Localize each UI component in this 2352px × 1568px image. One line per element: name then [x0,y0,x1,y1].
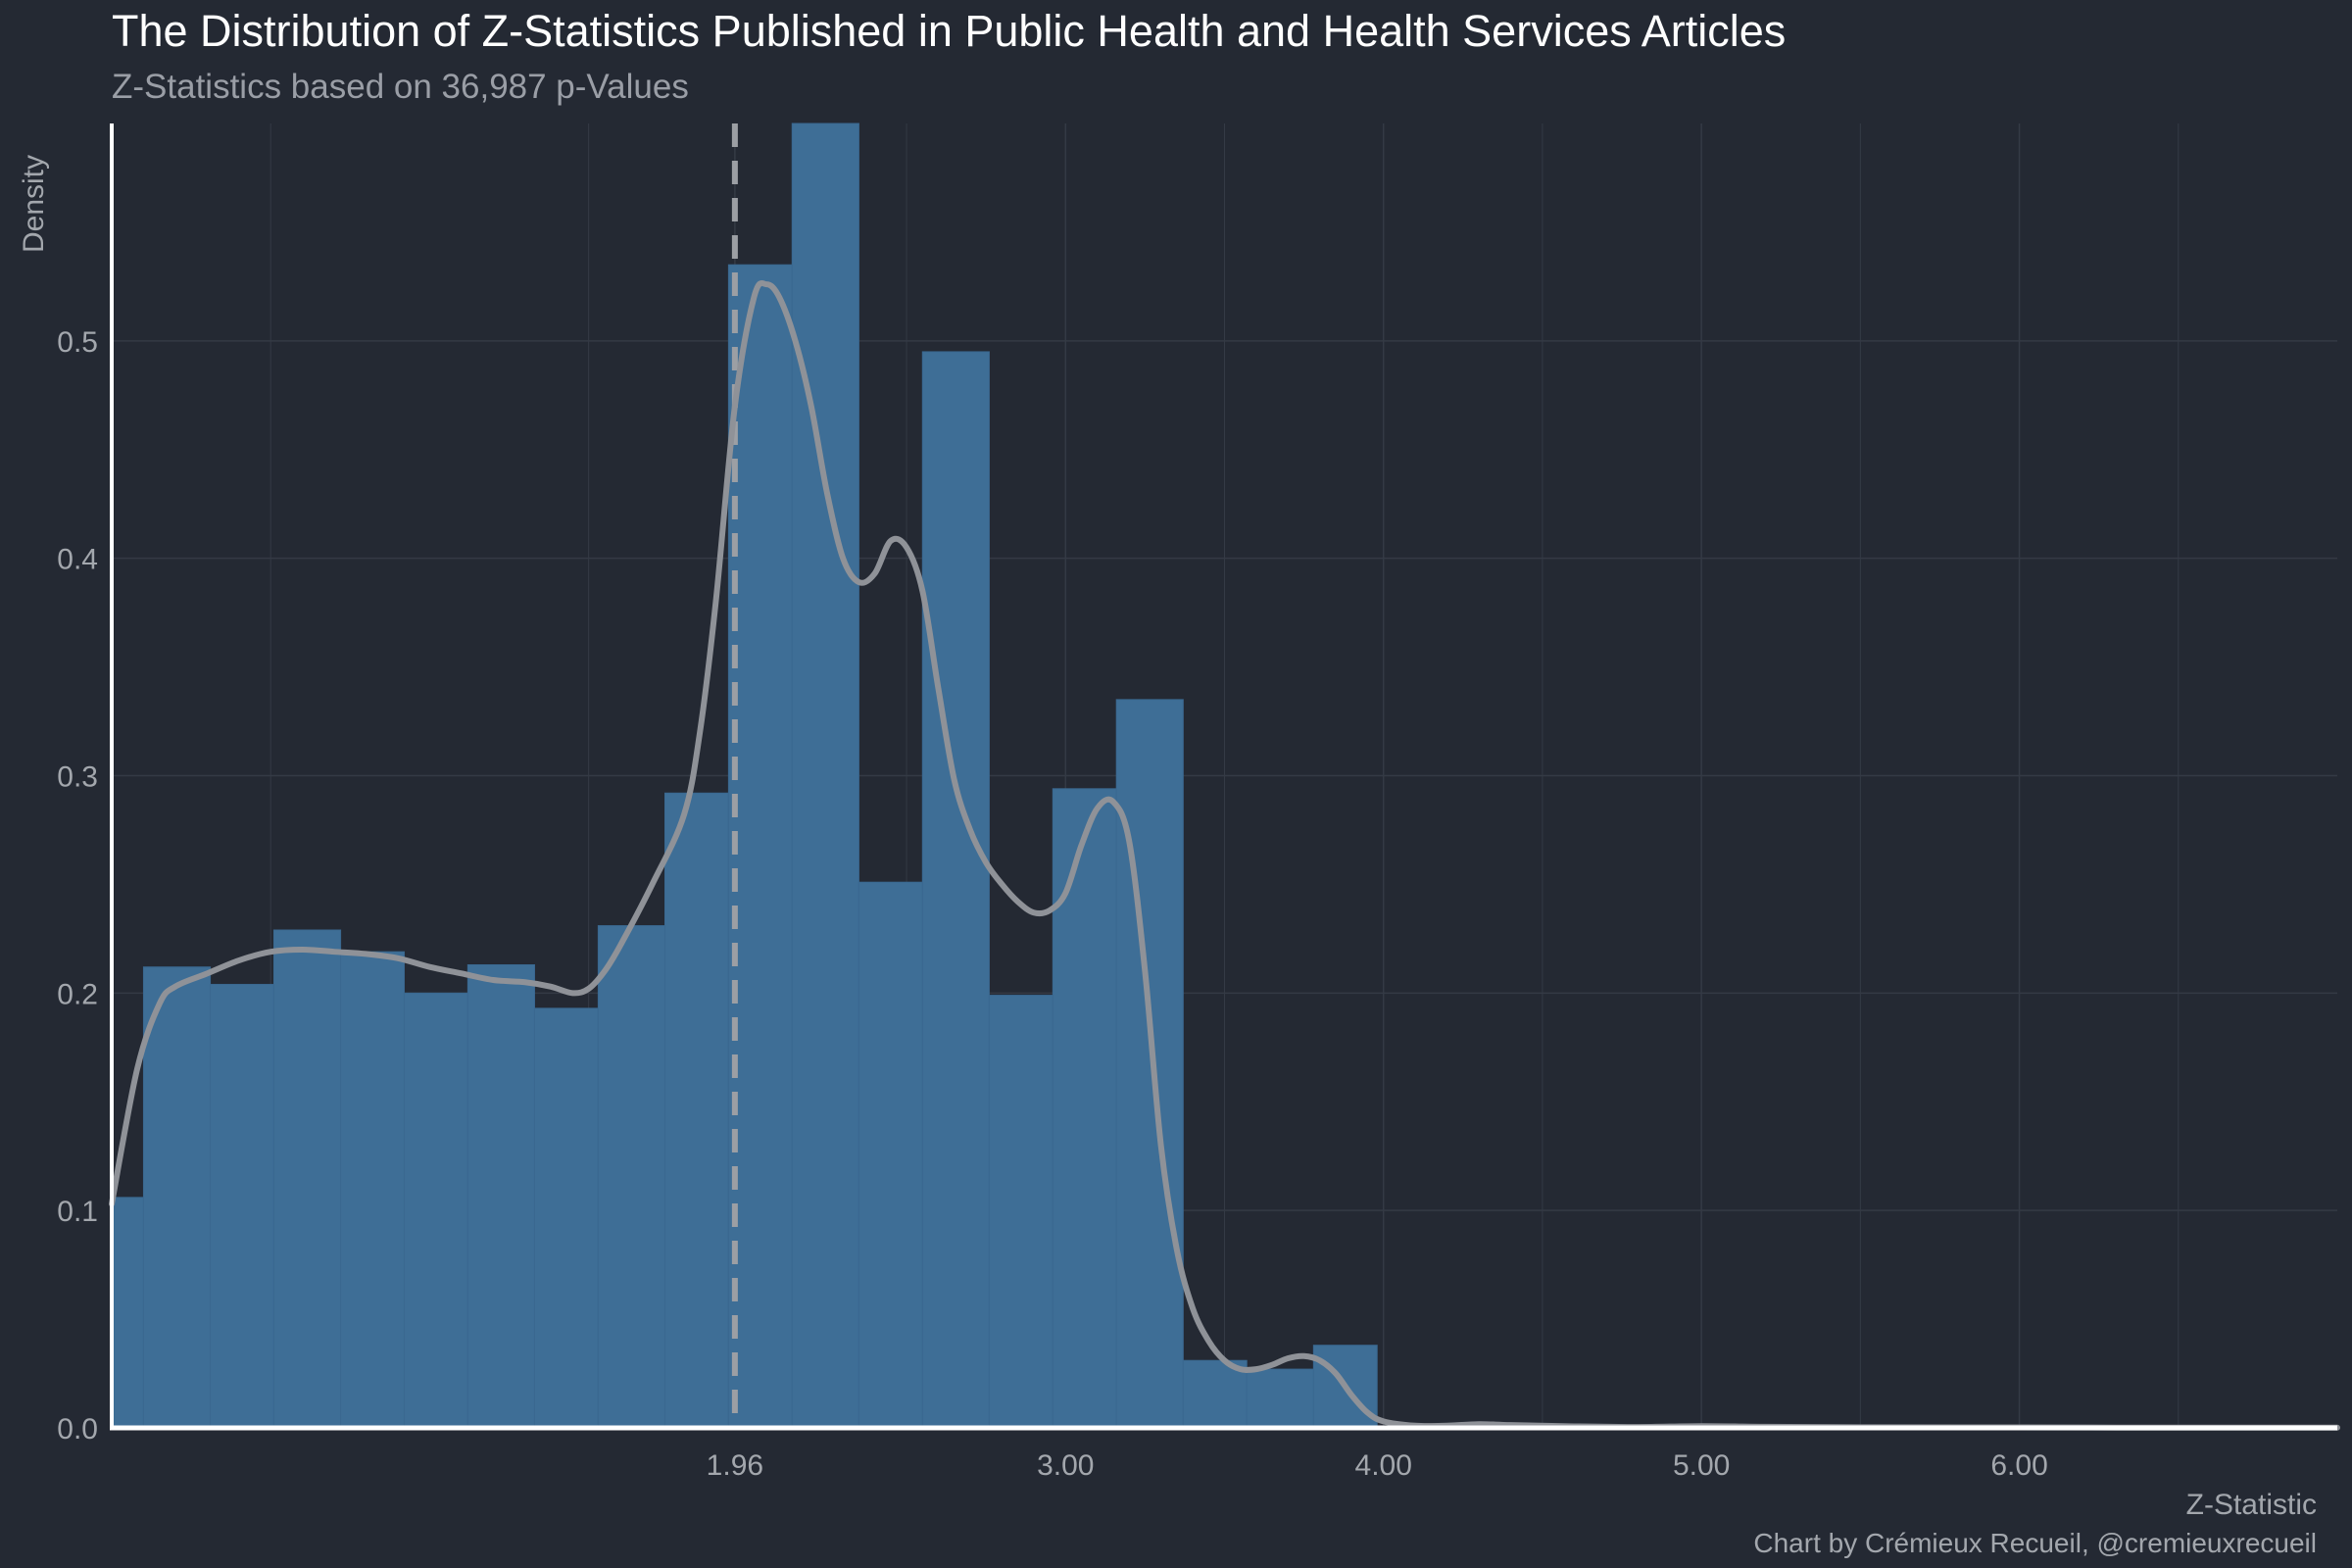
x-tick-label: 5.00 [1673,1449,1730,1482]
histogram-bar [1246,1368,1314,1429]
y-tick-label: 0.2 [57,978,98,1010]
histogram-bars [111,122,1378,1429]
x-tick-label: 3.00 [1037,1449,1094,1482]
x-axis-title: Z-Statistic [2186,1489,2317,1521]
histogram-bar [858,881,923,1429]
y-tick-label: 0.3 [57,761,98,794]
axes [110,123,2337,1431]
histogram-bar [111,1197,144,1429]
x-tick-label: 1.96 [707,1449,763,1482]
y-tick-label: 0.0 [57,1413,98,1446]
y-tick-label: 0.1 [57,1196,98,1228]
histogram-bar [142,966,212,1429]
y-tick-label: 0.4 [57,544,98,576]
histogram-bar [1182,1359,1248,1429]
x-tick-label: 6.00 [1990,1449,2047,1482]
histogram-bar [272,929,342,1429]
x-tick-label: 4.00 [1355,1449,1412,1482]
chart-title: The Distribution of Z-Statistics Publish… [112,6,1786,56]
histogram-bar [988,995,1054,1429]
histogram-bar [1052,788,1117,1429]
histogram-bar [340,951,405,1429]
histogram-bar [921,351,990,1429]
histogram-bar [403,992,468,1429]
y-tick-label: 0.5 [57,326,98,359]
histogram-bar [210,983,274,1429]
histogram-bar [1115,699,1184,1429]
chart-subtitle: Z-Statistics based on 36,987 p-Values [112,68,689,106]
density-curve [109,279,2340,1431]
y-tick-labels: 0.0 0.1 0.2 0.3 0.4 0.5 [57,326,98,1446]
histogram-bar [533,1007,599,1429]
histogram-bar [791,122,859,1429]
histogram-bar [664,792,729,1429]
y-axis-title: Density [18,155,50,253]
histogram-bar [466,963,535,1429]
density-curve-group [109,279,2340,1431]
x-tick-labels: 1.96 3.00 4.00 5.00 6.00 [707,1449,2048,1482]
histogram-bar [597,925,666,1429]
chart-caption: Chart by Crémieux Recueil, @cremieuxrecu… [1753,1528,2317,1558]
histogram-bar [727,264,793,1429]
